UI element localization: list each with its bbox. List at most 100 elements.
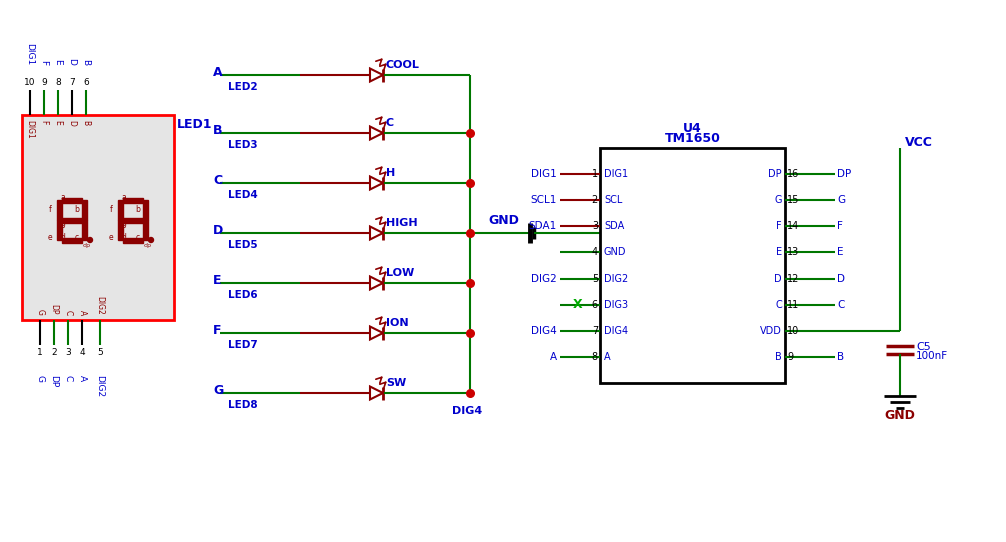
Text: C: C [386, 118, 394, 128]
Text: DP: DP [769, 169, 782, 179]
Text: LED1: LED1 [177, 119, 212, 132]
Text: 10: 10 [24, 78, 36, 87]
Text: b: b [136, 205, 141, 215]
Text: F: F [837, 221, 843, 231]
Text: b: b [74, 205, 79, 215]
Bar [123, 217, 143, 223]
Bar [123, 237, 143, 242]
Text: dp: dp [83, 243, 91, 248]
Bar [118, 200, 123, 220]
Text: 6: 6 [592, 300, 598, 309]
Text: U4: U4 [683, 121, 702, 134]
Bar [57, 200, 62, 220]
Text: 4: 4 [592, 248, 598, 257]
Text: E: E [53, 60, 62, 65]
Text: D: D [67, 58, 76, 65]
Text: GND: GND [604, 248, 627, 257]
Text: 9: 9 [787, 352, 793, 362]
Text: 3: 3 [592, 221, 598, 231]
Text: D: D [213, 224, 223, 237]
Text: DIG2: DIG2 [96, 375, 105, 397]
Bar [123, 197, 143, 203]
Text: TM1650: TM1650 [665, 132, 720, 145]
Text: d: d [122, 233, 127, 242]
Bar [62, 197, 82, 203]
Text: 12: 12 [787, 274, 800, 283]
Text: a: a [122, 192, 127, 202]
Text: SW: SW [386, 378, 406, 388]
Text: c: c [136, 233, 140, 242]
Text: E: E [776, 248, 782, 257]
Bar [82, 200, 87, 220]
Text: C: C [63, 309, 72, 315]
Text: e: e [47, 233, 52, 242]
Text: DIG3: DIG3 [604, 300, 628, 309]
Text: F: F [39, 60, 48, 65]
Text: c: c [74, 233, 79, 242]
Text: DP: DP [49, 305, 58, 315]
Text: DIG2: DIG2 [96, 296, 105, 315]
Text: A: A [604, 352, 611, 362]
Text: B: B [213, 125, 222, 138]
Text: ION: ION [386, 318, 408, 328]
Text: G: G [35, 375, 44, 382]
Text: 14: 14 [787, 221, 799, 231]
Text: DIG1: DIG1 [604, 169, 628, 179]
Text: VCC: VCC [905, 137, 933, 150]
Text: 1: 1 [592, 169, 598, 179]
Text: 4: 4 [79, 348, 85, 357]
Text: A: A [213, 67, 222, 80]
Text: DP: DP [837, 169, 851, 179]
Text: e: e [109, 233, 114, 242]
Text: DIG1: DIG1 [25, 43, 34, 65]
Bar [82, 220, 87, 240]
Text: GND: GND [488, 215, 519, 228]
Bar [62, 217, 82, 223]
Text: dp: dp [144, 243, 152, 248]
Text: G: G [837, 195, 845, 205]
Text: D: D [67, 120, 76, 126]
Text: DIG1: DIG1 [25, 120, 34, 139]
Text: F: F [39, 120, 48, 124]
Text: A: A [77, 309, 87, 315]
Text: 1: 1 [37, 348, 43, 357]
Text: X: X [573, 298, 582, 311]
Text: 100nF: 100nF [916, 351, 948, 361]
Bar [143, 220, 148, 240]
Text: 8: 8 [55, 78, 61, 87]
Text: 2: 2 [51, 348, 56, 357]
Text: f: f [48, 205, 51, 215]
Text: B: B [81, 59, 91, 65]
Text: 2: 2 [592, 195, 598, 205]
Text: B: B [837, 352, 844, 362]
Text: 10: 10 [787, 326, 799, 336]
Text: LED4: LED4 [228, 190, 258, 200]
Text: C: C [776, 300, 782, 309]
Text: d: d [60, 233, 65, 242]
Text: D: D [775, 274, 782, 283]
Text: LED6: LED6 [228, 290, 258, 300]
Text: G: G [213, 384, 223, 397]
Text: 5: 5 [592, 274, 598, 283]
Text: B: B [776, 352, 782, 362]
Text: 9: 9 [41, 78, 47, 87]
Bar [57, 220, 62, 240]
Text: C: C [837, 300, 844, 309]
Text: DIG2: DIG2 [531, 274, 557, 283]
Text: C: C [213, 175, 222, 188]
Text: 5: 5 [98, 348, 103, 357]
Text: H: H [386, 168, 395, 178]
Text: A: A [77, 375, 87, 381]
Text: DIG1: DIG1 [531, 169, 557, 179]
Text: DIG4: DIG4 [531, 326, 557, 336]
Text: 16: 16 [787, 169, 799, 179]
Text: A: A [550, 352, 557, 362]
Text: GND: GND [884, 409, 915, 422]
Text: SDA: SDA [604, 221, 625, 231]
Bar [22, 115, 174, 320]
Text: a: a [60, 192, 65, 202]
Text: HIGH: HIGH [386, 218, 417, 228]
Circle shape [149, 237, 154, 242]
Text: 3: 3 [65, 348, 70, 357]
Text: C5: C5 [916, 342, 931, 352]
